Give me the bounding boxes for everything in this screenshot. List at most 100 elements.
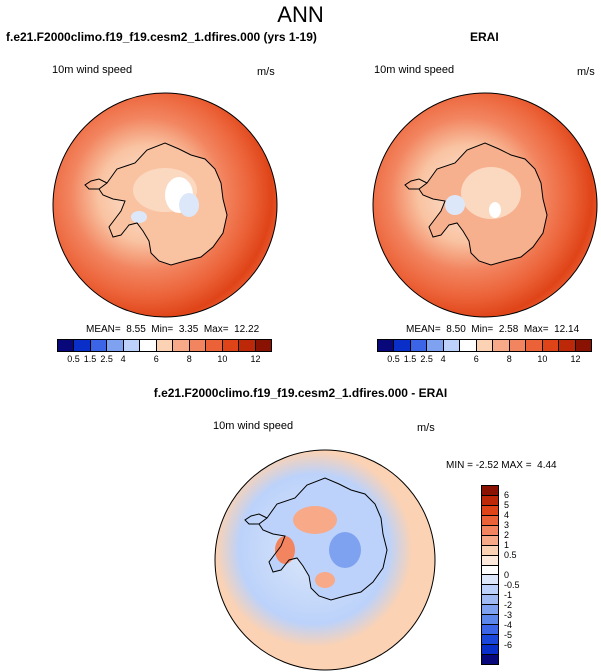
left-colorbar-swatch	[123, 340, 141, 351]
right-colorbar-swatch	[443, 340, 461, 351]
right-polar-map	[373, 93, 597, 317]
left-colorbar-tick-label: 6	[153, 354, 159, 364]
right-units-label: m/s	[577, 66, 595, 78]
right-map-border	[372, 92, 598, 318]
left-panel-title: f.e21.F2000climo.f19_f19.cesm2_1.dfires.…	[6, 30, 317, 44]
left-colorbar-swatch	[107, 340, 124, 351]
diff-colorbar	[481, 485, 499, 665]
diff-colorbar-tick-label: -2	[504, 600, 513, 610]
left-colorbar-swatch	[173, 340, 190, 351]
right-colorbar-swatch	[526, 340, 543, 351]
left-colorbar-swatch	[222, 340, 240, 351]
diff-panel-title: f.e21.F2000climo.f19_f19.cesm2_1.dfires.…	[153, 386, 448, 400]
diff-colorbar-swatch	[482, 486, 498, 496]
left-polar-map	[53, 93, 277, 317]
diff-colorbar-swatch	[482, 505, 498, 516]
diff-colorbar-swatch	[482, 565, 498, 576]
diff-colorbar-swatch	[482, 615, 498, 626]
diff-colorbar-labels: 6 5 4 3 2 1 0.5 0 -0.5 -1 -2 -3 -4 -5 -6	[504, 485, 528, 665]
diff-colorbar-swatch	[482, 654, 498, 664]
diff-colorbar-tick-label: 5	[504, 500, 510, 510]
left-stats: MEAN= 8.55 Min= 3.35 Max= 12.22	[86, 324, 260, 335]
right-colorbar-swatch	[427, 340, 444, 351]
diff-colorbar-swatch	[482, 625, 498, 636]
right-colorbar	[377, 339, 592, 352]
left-colorbar-tick-label: 4	[120, 354, 126, 364]
left-units-label: m/s	[257, 66, 275, 78]
right-colorbar-tick-label: 6	[473, 354, 479, 364]
diff-colorbar-swatch	[482, 585, 498, 596]
diff-colorbar-swatch	[482, 635, 498, 645]
left-map-border	[52, 92, 278, 318]
left-colorbar-tick-label: 8	[186, 354, 192, 364]
diff-colorbar-swatch	[482, 535, 498, 546]
diff-colorbar-tick-label: -6	[504, 640, 513, 650]
diff-map-border	[214, 449, 436, 671]
left-colorbar-tick-label: 10	[217, 354, 228, 364]
right-colorbar-tick-label: 2.5	[420, 354, 433, 364]
diff-colorbar-tick-label: 2	[504, 530, 510, 540]
left-colorbar-swatch	[90, 340, 108, 351]
diff-colorbar-swatch	[482, 595, 498, 606]
diff-variable-label: 10m wind speed	[213, 420, 294, 432]
diff-colorbar-swatch	[482, 555, 498, 566]
left-colorbar-swatch	[255, 340, 272, 351]
diff-colorbar-tick-label: 0.5	[504, 550, 517, 560]
figure-title: ANN	[277, 2, 324, 27]
diff-colorbar-swatch	[482, 645, 498, 655]
diff-colorbar-swatch	[482, 525, 498, 536]
diff-colorbar-tick-label: -3	[504, 610, 513, 620]
diff-colorbar-tick-label: 4	[504, 510, 510, 520]
left-colorbar-swatch	[156, 340, 174, 351]
right-colorbar-swatch	[476, 340, 494, 351]
right-stats: MEAN= 8.50 Min= 2.58 Max= 12.14	[406, 324, 580, 335]
right-colorbar-swatch	[378, 340, 395, 351]
right-colorbar-swatch	[493, 340, 510, 351]
right-colorbar-swatch	[542, 340, 560, 351]
right-variable-label: 10m wind speed	[374, 64, 455, 76]
right-colorbar-swatch	[410, 340, 428, 351]
right-colorbar-tick-label: 10	[537, 354, 548, 364]
left-colorbar-tick-label: 1.5	[83, 354, 97, 364]
right-colorbar-swatch	[559, 340, 576, 351]
left-colorbar-swatch	[239, 340, 256, 351]
diff-colorbar-swatch	[482, 575, 498, 586]
left-colorbar-swatch	[58, 340, 75, 351]
diff-colorbar-tick-label: -5	[504, 630, 513, 640]
diff-colorbar-tick-label: 6	[504, 490, 510, 500]
right-colorbar-swatch	[394, 340, 411, 351]
diff-colorbar-swatch	[482, 495, 498, 506]
diff-colorbar-swatch	[482, 545, 498, 556]
right-colorbar-tick-label: 4	[440, 354, 446, 364]
diff-units-label: m/s	[417, 422, 435, 434]
diff-stats: MIN = -2.52 MAX = 4.44	[446, 460, 557, 471]
diff-colorbar-tick-label: 0	[504, 570, 510, 580]
diff-colorbar-tick-label: -0.5	[504, 580, 520, 590]
right-colorbar-swatch	[575, 340, 592, 351]
left-colorbar-swatch	[206, 340, 223, 351]
left-colorbar-labels: 0.5 1.5 2.5 4 6 8 10 12	[57, 354, 272, 366]
left-variable-label: 10m wind speed	[52, 64, 133, 76]
diff-colorbar-tick-label: 3	[504, 520, 510, 530]
diff-colorbar-tick-label: -4	[504, 620, 513, 630]
left-colorbar-swatch	[189, 340, 207, 351]
left-colorbar-tick-label: 2.5	[100, 354, 113, 364]
right-colorbar-tick-label: 12	[570, 354, 581, 364]
left-colorbar-tick-label: 12	[250, 354, 261, 364]
diff-colorbar-swatch	[482, 515, 498, 526]
right-colorbar-tick-label: 8	[506, 354, 512, 364]
left-colorbar-tick-label: 0.5	[67, 354, 80, 364]
left-colorbar-swatch	[140, 340, 157, 351]
right-colorbar-tick-label: 1.5	[403, 354, 417, 364]
right-colorbar-swatch	[460, 340, 477, 351]
diff-colorbar-swatch	[482, 605, 498, 616]
right-panel-title: ERAI	[470, 30, 499, 44]
diff-colorbar-tick-label: 1	[504, 540, 510, 550]
diff-polar-map	[215, 450, 435, 670]
right-colorbar-labels: 0.5 1.5 2.5 4 6 8 10 12	[377, 354, 592, 366]
right-colorbar-tick-label: 0.5	[387, 354, 400, 364]
left-colorbar	[57, 339, 272, 352]
left-colorbar-swatch	[74, 340, 91, 351]
diff-colorbar-tick-label: -1	[504, 590, 513, 600]
